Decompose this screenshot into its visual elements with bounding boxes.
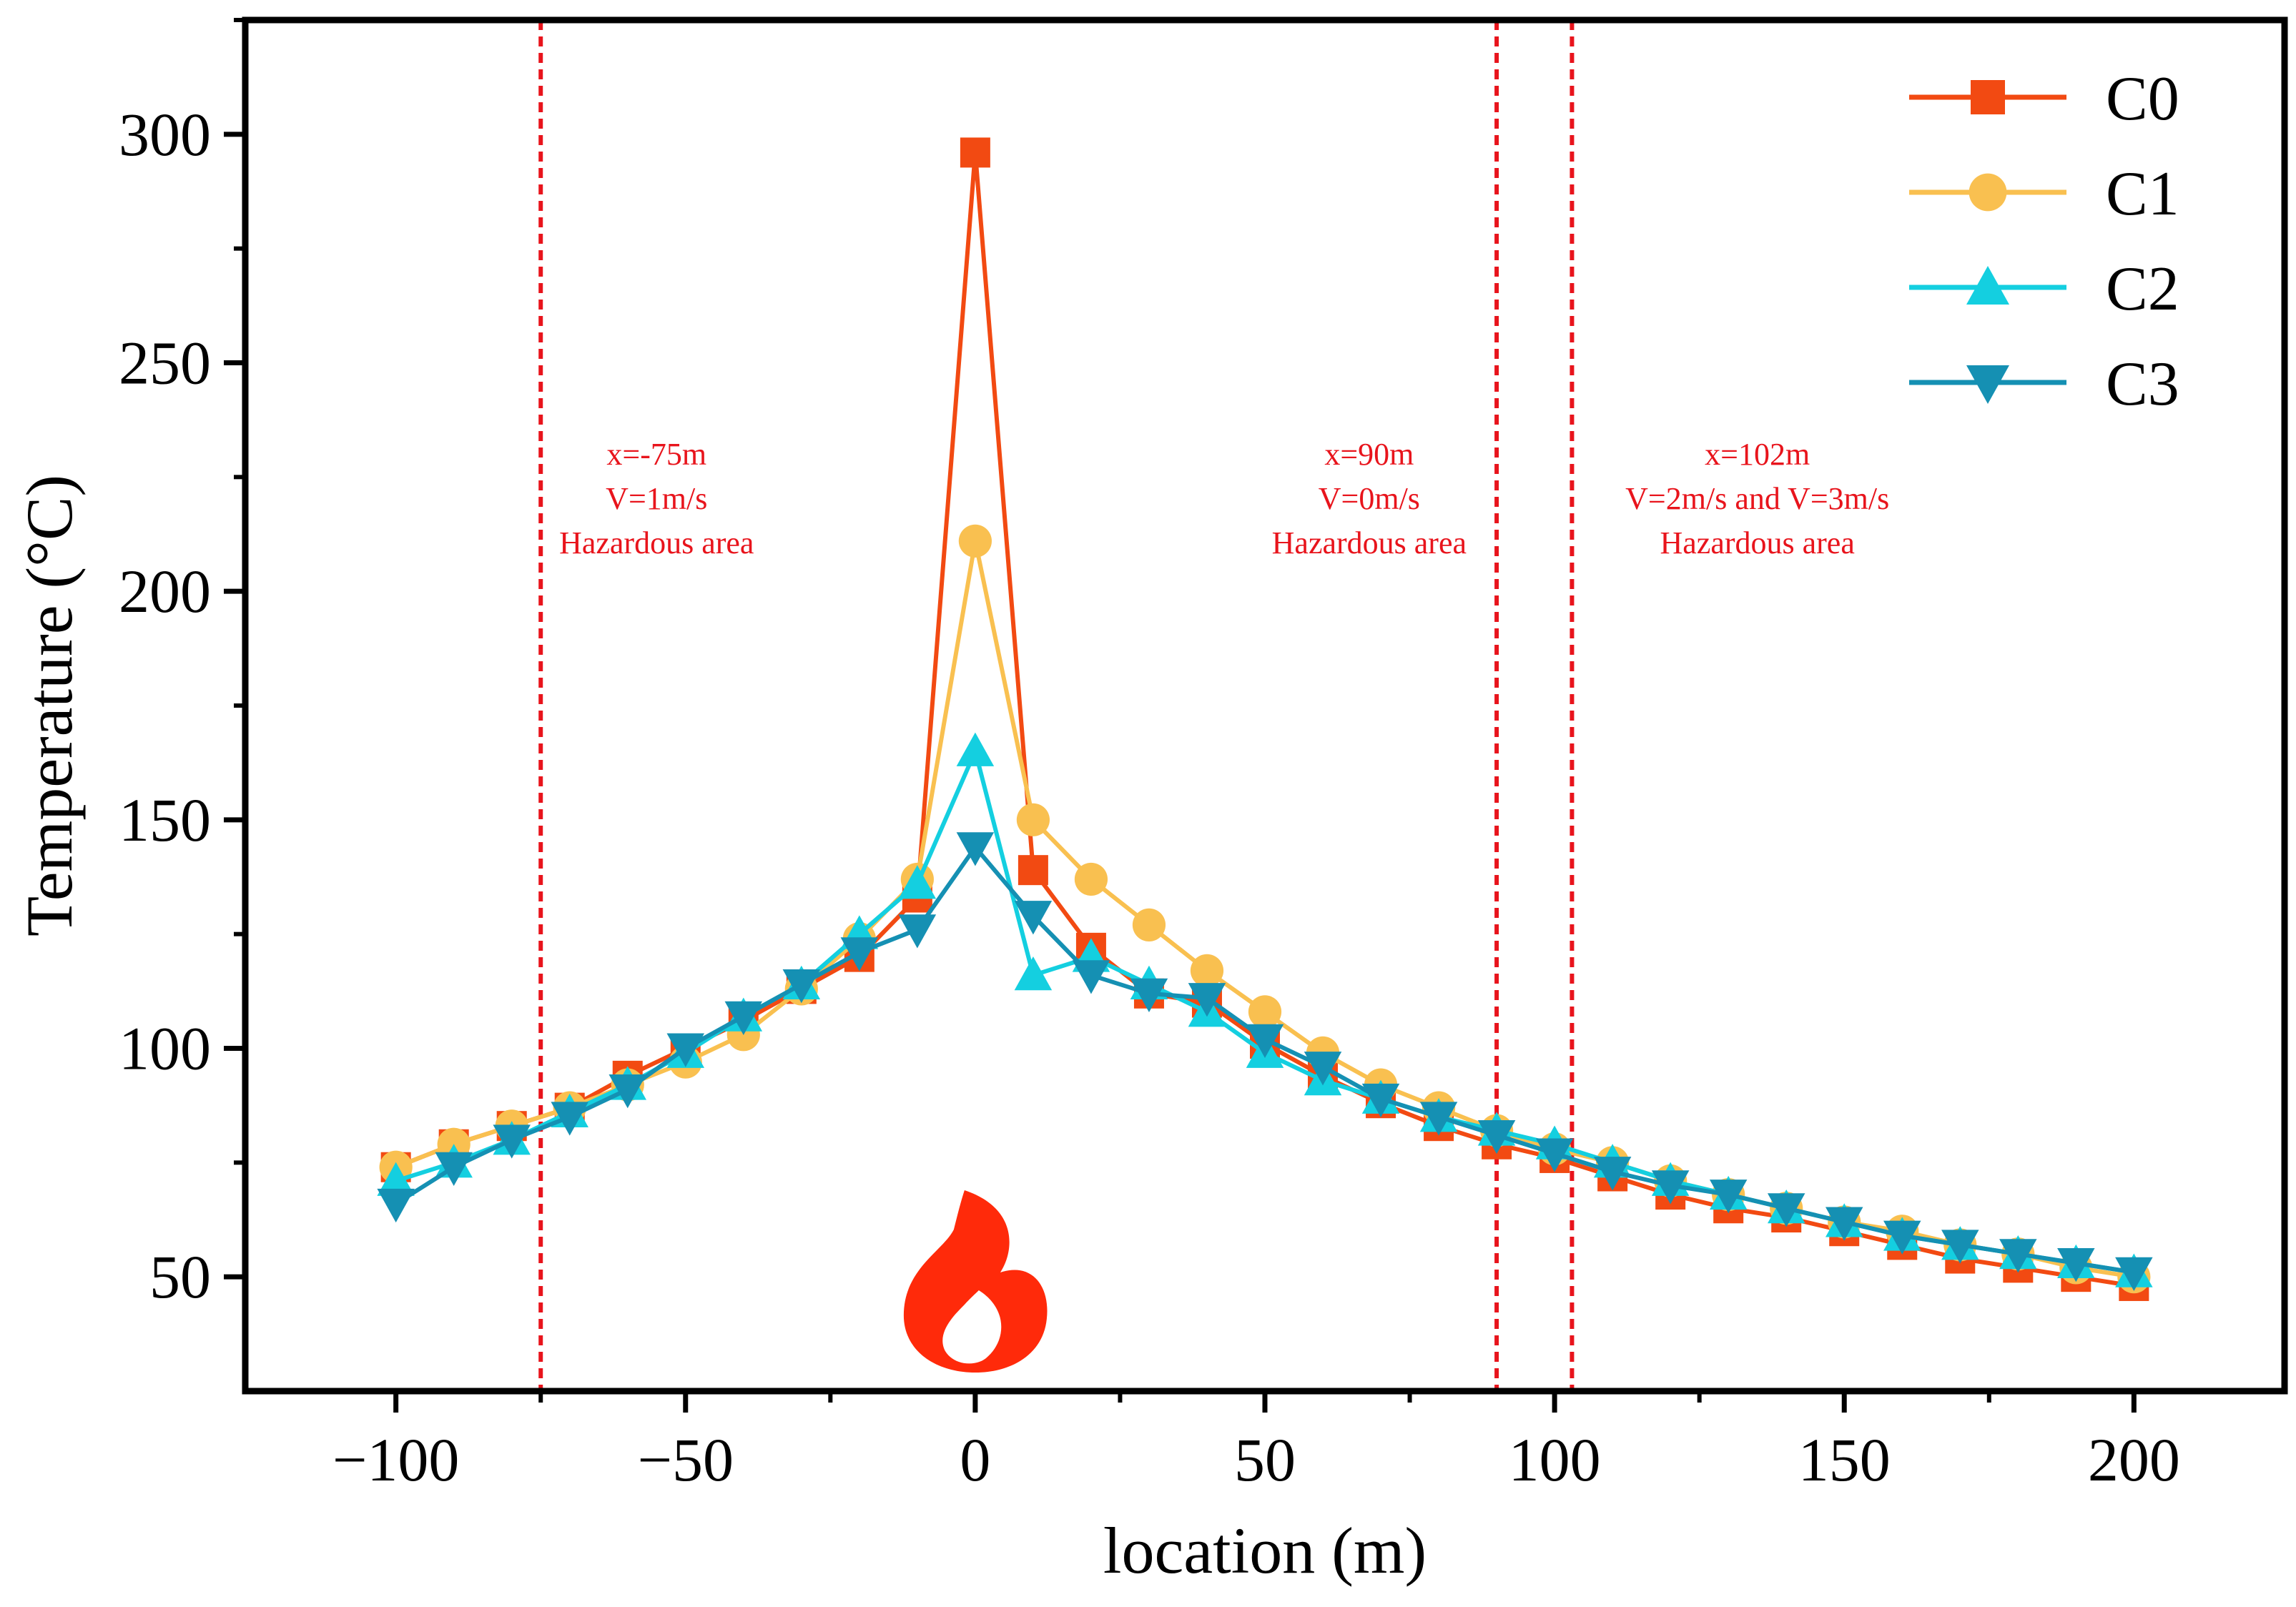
reference-label-text: V=0m/s bbox=[1319, 481, 1420, 516]
x-tick-label: 50 bbox=[1234, 1425, 1296, 1494]
reference-label-text: Hazardous area bbox=[1660, 525, 1854, 560]
y-tick-label: 250 bbox=[119, 329, 211, 397]
data-point-c3 bbox=[2057, 1247, 2095, 1282]
data-point-c3 bbox=[1130, 978, 1168, 1013]
legend-label: C3 bbox=[2106, 350, 2179, 419]
reference-label-text: x=90m bbox=[1324, 437, 1414, 472]
data-point-c3 bbox=[1999, 1239, 2037, 1273]
data-point-c2 bbox=[956, 732, 995, 766]
data-point-c3 bbox=[493, 1124, 531, 1159]
reference-label-text: x=-75m bbox=[606, 437, 706, 472]
data-point-c3 bbox=[435, 1152, 473, 1186]
x-tick-label: 200 bbox=[2088, 1425, 2180, 1494]
data-point-c3 bbox=[1767, 1193, 1805, 1227]
x-tick-label: 100 bbox=[1509, 1425, 1601, 1494]
data-point-c2 bbox=[898, 865, 937, 899]
reference-label-text: x=102m bbox=[1705, 437, 1810, 472]
data-point-c3 bbox=[1477, 1119, 1516, 1154]
x-tick-label: 150 bbox=[1798, 1425, 1891, 1494]
fire-icon bbox=[903, 1190, 1048, 1373]
data-point-c3 bbox=[1941, 1230, 1979, 1264]
reference-label-text: Hazardous area bbox=[1272, 525, 1467, 560]
y-axis: 50 100 150 200 250 300 bbox=[119, 18, 245, 1311]
data-point-c3 bbox=[840, 937, 879, 971]
data-point-c3 bbox=[1014, 901, 1053, 935]
data-point-c3 bbox=[2115, 1257, 2153, 1292]
legend-marker-c0 bbox=[1971, 80, 2005, 114]
data-point-c0 bbox=[1018, 855, 1048, 886]
y-tick-label: 50 bbox=[149, 1242, 211, 1311]
data-point-c3 bbox=[1709, 1180, 1748, 1214]
fire-flame-inner bbox=[942, 1290, 1002, 1364]
reference-label-text: Hazardous area bbox=[559, 525, 754, 560]
x-axis-label: location (m) bbox=[1103, 1514, 1427, 1587]
data-point-c3 bbox=[377, 1188, 415, 1223]
legend-marker-c1 bbox=[1969, 173, 2007, 212]
y-tick-label: 200 bbox=[119, 557, 211, 626]
x-tick-label: 0 bbox=[960, 1425, 990, 1494]
y-axis-label: Temperature (°C) bbox=[13, 475, 86, 936]
data-point-c0 bbox=[960, 137, 990, 168]
data-point-c3 bbox=[1883, 1220, 1921, 1255]
x-tick-label: −100 bbox=[332, 1425, 460, 1494]
data-point-c3 bbox=[1593, 1157, 1632, 1191]
data-point-c3 bbox=[1072, 960, 1110, 994]
data-point-c1 bbox=[1016, 803, 1050, 836]
y-tick-label: 150 bbox=[119, 786, 211, 854]
legend: C0 C1 C2 C3 bbox=[1909, 64, 2179, 419]
data-point-c3 bbox=[666, 1033, 705, 1067]
data-point-c1 bbox=[1248, 995, 1282, 1029]
data-point-c3 bbox=[1419, 1102, 1458, 1136]
data-point-c1 bbox=[958, 524, 992, 558]
x-tick-label: −50 bbox=[638, 1425, 734, 1494]
data-point-c2 bbox=[1014, 956, 1053, 991]
data-point-c3 bbox=[1304, 1052, 1342, 1086]
data-point-c1 bbox=[1190, 954, 1224, 987]
legend-label: C0 bbox=[2106, 64, 2179, 134]
x-axis: −100 −50 0 50 100 150 200 bbox=[332, 1391, 2180, 1494]
y-tick-label: 300 bbox=[119, 100, 211, 169]
data-point-c3 bbox=[782, 969, 821, 1004]
data-point-c3 bbox=[1361, 1083, 1400, 1118]
series-c3 bbox=[377, 832, 2153, 1292]
y-tick-label: 100 bbox=[119, 1014, 211, 1083]
data-point-c1 bbox=[1132, 908, 1166, 941]
legend-label: C1 bbox=[2106, 159, 2179, 229]
data-point-c3 bbox=[724, 1001, 763, 1035]
data-point-c3 bbox=[1188, 983, 1226, 1017]
data-point-c3 bbox=[956, 832, 995, 866]
reference-label-text: V=2m/s and V=3m/s bbox=[1625, 481, 1889, 516]
reference-labels: x=-75m V=1m/s Hazardous area x=90m V=0m/s Haz… bbox=[559, 437, 1889, 560]
data-point-c3 bbox=[1535, 1138, 1574, 1172]
data-point-c3 bbox=[1651, 1170, 1690, 1205]
series-layer bbox=[377, 137, 2153, 1301]
legend-marker-c2 bbox=[1966, 266, 2009, 305]
data-point-c3 bbox=[1246, 1024, 1284, 1058]
data-point-c1 bbox=[1074, 862, 1108, 896]
reference-label-text: V=1m/s bbox=[606, 481, 707, 516]
fire-flame-outer bbox=[903, 1190, 1048, 1373]
data-point-c3 bbox=[551, 1102, 588, 1136]
data-point-c3 bbox=[609, 1074, 646, 1109]
data-point-c2 bbox=[377, 1162, 415, 1196]
data-point-c3 bbox=[898, 914, 937, 949]
legend-marker-c3 bbox=[1966, 365, 2009, 404]
data-point-c3 bbox=[1825, 1207, 1863, 1241]
legend-label: C2 bbox=[2106, 254, 2179, 324]
